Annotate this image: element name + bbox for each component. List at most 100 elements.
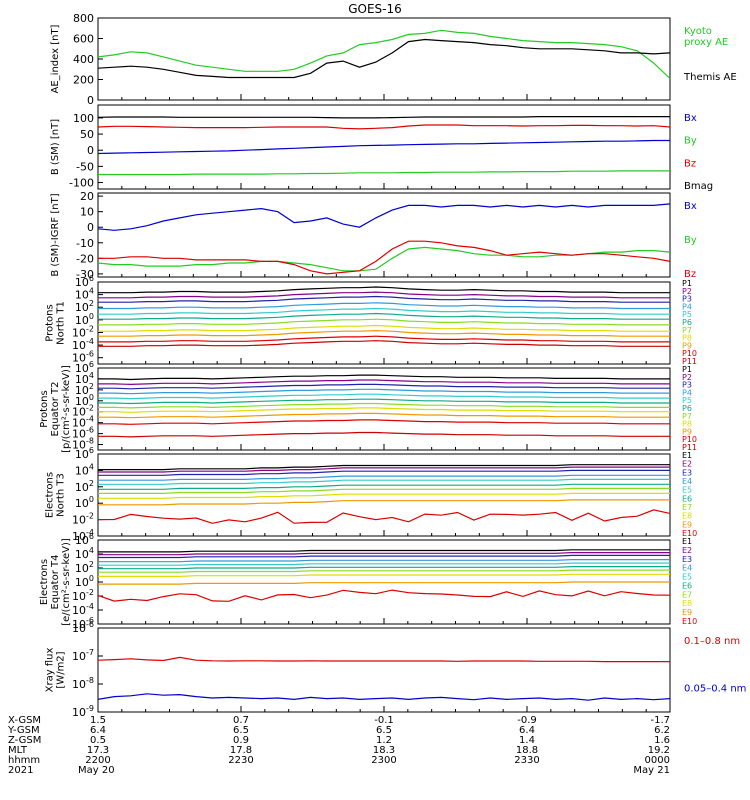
footer-value: -0.9 — [517, 715, 537, 726]
series-line-kyoto-proxy-ae — [97, 29, 671, 79]
series-line-p10 — [98, 335, 670, 343]
y-axis-label: B (SM) [nT] — [50, 119, 61, 175]
y-tick-label: -10 — [76, 237, 94, 250]
y-tick-label: 400 — [73, 53, 94, 66]
legend-entry: E1 — [682, 537, 692, 546]
footer-value: 6.5 — [376, 725, 392, 736]
footer-value: -0.1 — [374, 715, 394, 726]
y-tick-label: 10 — [80, 206, 94, 219]
y-tick-label: 102 — [75, 299, 94, 314]
legend-entry: E2 — [682, 460, 692, 469]
legend-entry: E2 — [682, 546, 692, 555]
y-tick-label: 20 — [80, 190, 94, 203]
panel-3: -30 -20 -10 0 10 20 B (SM)-IGRF [nT] Bx By Bz — [50, 190, 697, 281]
footer-row-label: X-GSM — [8, 715, 41, 726]
legend-entry: E1 — [682, 451, 692, 460]
series-line-e1 — [98, 464, 670, 471]
series-line-bz — [97, 124, 671, 130]
y-tick-label: 10-6 — [72, 350, 94, 365]
y-tick-label: 10-6 — [72, 426, 94, 441]
footer-value: 17.8 — [230, 745, 252, 756]
series-line-p1 — [98, 374, 670, 381]
y-tick-label: 102 — [75, 560, 94, 575]
legend-entry: P6 — [682, 318, 692, 327]
y-tick-label: 104 — [75, 462, 94, 477]
footer-value: 6.5 — [233, 725, 249, 736]
legend-entry: P5 — [682, 396, 692, 405]
footer-value: 17.3 — [87, 745, 109, 756]
series-line-e1 — [98, 549, 670, 553]
legend-entry: E8 — [682, 512, 692, 521]
y-tick-label: 0 — [87, 221, 94, 234]
legend-entry: Bz — [684, 269, 696, 280]
legend-entry: 0.05–0.4 nm — [684, 684, 746, 695]
legend-entry: proxy AE — [684, 37, 728, 48]
series-line-p3 — [98, 295, 670, 303]
y-tick-label: 10-8 — [72, 437, 94, 452]
panel-legend: 0.1–0.8 nm 0.05–0.4 nm — [684, 636, 746, 695]
legend-entry: P11 — [682, 443, 697, 452]
y-tick-label: 10-7 — [72, 648, 94, 663]
y-tick-label: 10-4 — [72, 528, 94, 543]
series-line-p1 — [98, 286, 670, 294]
y-tick-label: 10-2 — [72, 324, 94, 339]
legend-entry: Bz — [684, 158, 696, 169]
y-tick-label: 10-2 — [72, 404, 94, 419]
legend-entry: E5 — [682, 486, 692, 495]
y-tick-label: 104 — [75, 287, 94, 302]
footer-row-label: hhmm — [8, 755, 40, 766]
series-line-p3 — [98, 383, 670, 390]
series-line-e9 — [98, 581, 670, 585]
series-line-p7 — [98, 402, 670, 409]
y-tick-label: 10-4 — [72, 602, 94, 617]
series-line-p2 — [98, 291, 670, 299]
y-tick-label: 100 — [75, 393, 94, 408]
series-line-e8 — [98, 492, 670, 499]
legend-entry: E5 — [682, 573, 692, 582]
series-line-by — [98, 170, 670, 176]
series-line-e9 — [98, 499, 670, 506]
legend-entry: By — [684, 235, 697, 246]
y-tick-label: 10-4 — [72, 415, 94, 430]
y-tick-label: 100 — [75, 312, 94, 327]
panel-2: -100 -50 0 50 100 B (SM) [nT] Bx By Bz Bmag — [50, 104, 713, 192]
footer-value: 19.2 — [648, 745, 670, 756]
footer-value: 1.2 — [376, 735, 392, 746]
legend-entry: E9 — [682, 608, 692, 617]
series-line-p8 — [98, 324, 670, 332]
y-tick-label: 10-2 — [72, 588, 94, 603]
legend-entry: P2 — [682, 373, 692, 382]
y-axis-label: Protons — [39, 390, 50, 427]
footer-row-label: 2021 — [8, 765, 33, 776]
series-line-p8 — [98, 407, 670, 413]
panel-frame — [97, 17, 671, 101]
legend-entry: Kyoto — [684, 26, 712, 37]
series-line-p4 — [98, 388, 670, 395]
y-tick-label: 0 — [87, 94, 94, 107]
y-tick-label: 10-6 — [72, 616, 94, 631]
footer-value: 2330 — [514, 755, 539, 766]
legend-entry: P7 — [682, 326, 692, 335]
legend-entry: P7 — [682, 412, 692, 421]
legend-entry: By — [684, 136, 697, 147]
series-line-e5 — [98, 562, 670, 566]
series-line-p6 — [98, 312, 670, 320]
y-axis-label: North T3 — [56, 473, 67, 517]
y-tick-label: 10-6 — [72, 620, 94, 635]
y-tick-label: -20 — [76, 252, 94, 265]
y-tick-label: 0 — [87, 144, 94, 157]
y-tick-label: 106 — [75, 446, 94, 461]
footer-value: 1.6 — [654, 735, 670, 746]
legend-entry: E7 — [682, 503, 692, 512]
series-line-e8 — [98, 573, 670, 577]
series-line-p11 — [98, 431, 670, 438]
y-axis-label: [e/(cm²-s-sr-keV)] — [61, 538, 72, 626]
legend-entry: E3 — [682, 468, 692, 477]
footer-value: 6.4 — [519, 725, 535, 736]
y-axis-label: [p/(cm²-s-sr-keV)] — [61, 365, 72, 453]
